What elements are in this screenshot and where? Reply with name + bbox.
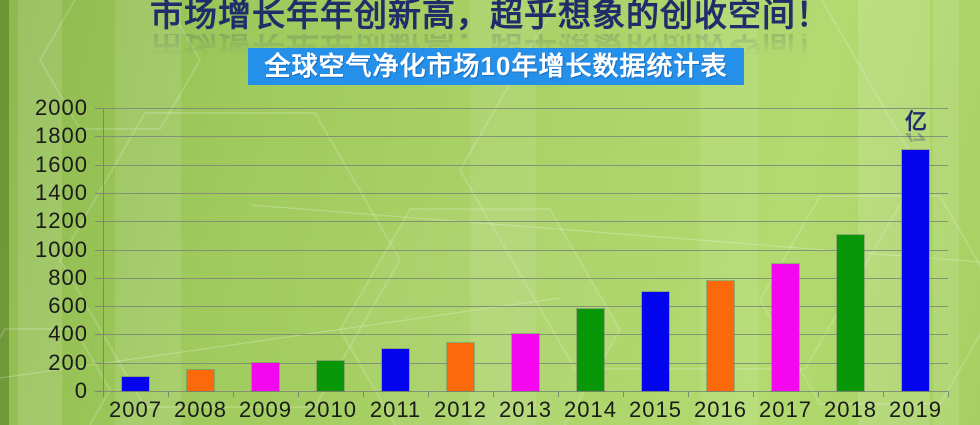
chart-header: 全球空气净化市场10年增长数据统计表	[248, 48, 744, 85]
y-axis-tick	[95, 391, 103, 392]
x-axis-tick	[753, 391, 754, 397]
x-axis-label: 2008	[174, 397, 227, 422]
y-axis-tick	[95, 362, 103, 364]
y-axis-label: 400	[48, 321, 88, 347]
x-axis-label: 2014	[564, 397, 617, 422]
x-axis-tick	[168, 391, 169, 397]
bar-2018	[837, 235, 864, 391]
y-axis-tick	[95, 108, 103, 109]
bar-2008	[187, 369, 214, 391]
y-axis-label: 1400	[35, 179, 88, 205]
x-axis-tick	[428, 391, 429, 397]
y-axis-label: 800	[48, 264, 88, 290]
bar-2017	[772, 263, 799, 391]
y-axis-tick	[95, 221, 103, 223]
y-axis-label: 1200	[35, 208, 88, 234]
hexagon-icon	[458, 0, 922, 370]
gridline	[103, 192, 948, 194]
x-axis-label: 2016	[694, 397, 747, 422]
gridline	[103, 391, 948, 392]
gridline	[103, 108, 948, 109]
bar-2013	[512, 334, 539, 391]
page-title: 市场增长年年创新高，超乎想象的创收空间！	[150, 0, 830, 33]
y-axis-line	[103, 108, 104, 397]
bar-2011	[382, 348, 409, 391]
bar-2015	[642, 291, 669, 391]
y-axis-label: 600	[48, 293, 88, 319]
hexagon-icon	[58, 112, 402, 408]
y-axis-label: 2000	[35, 95, 88, 120]
x-axis-label: 2012	[434, 397, 487, 422]
gridline	[103, 249, 948, 251]
y-axis-tick	[95, 334, 103, 336]
unit-label-reflection: 亿	[893, 133, 939, 142]
unit-label: 亿	[904, 109, 927, 134]
x-axis-tick	[558, 391, 559, 397]
x-axis-label: 2009	[239, 397, 292, 422]
gridline	[103, 136, 948, 138]
y-axis-tick	[95, 192, 103, 194]
x-axis-label: 2018	[824, 397, 877, 422]
y-axis-tick	[95, 306, 103, 308]
x-axis-label: 2013	[499, 397, 552, 422]
x-axis-tick	[623, 391, 624, 397]
y-axis-label: 1800	[35, 123, 88, 149]
y-axis-tick	[95, 249, 103, 251]
hexagon-icon	[758, 195, 980, 405]
bar-2012	[447, 342, 474, 391]
x-axis-label: 2019	[889, 397, 942, 422]
x-axis-tick	[818, 391, 819, 397]
bar-2016	[707, 280, 734, 391]
hexagon-icon	[0, 328, 112, 425]
y-axis-tick	[95, 164, 103, 166]
bar-2019	[902, 150, 929, 391]
hexagon-icon	[38, 0, 202, 130]
bar-2014	[577, 308, 604, 391]
hexagon-icon	[338, 208, 622, 425]
y-axis-label: 0	[74, 378, 88, 403]
bar-2009	[252, 362, 279, 391]
gridline	[103, 221, 948, 223]
x-axis-label: 2011	[369, 397, 422, 422]
gridline	[103, 277, 948, 279]
x-axis-label: 2007	[109, 397, 162, 422]
x-axis-label: 2017	[759, 397, 812, 422]
gridline	[103, 306, 948, 308]
x-axis-tick	[688, 391, 689, 397]
y-axis-label: 200	[48, 349, 88, 375]
bar-2010	[317, 361, 344, 391]
x-axis-tick	[948, 391, 949, 397]
y-axis-label: 1000	[35, 236, 88, 262]
x-axis-tick	[883, 391, 884, 397]
y-axis-tick	[95, 136, 103, 138]
x-axis-tick	[233, 391, 234, 397]
x-axis-label: 2015	[629, 397, 682, 422]
bar-2007	[122, 376, 149, 391]
y-axis-tick	[95, 277, 103, 279]
y-axis-label: 1600	[35, 151, 88, 177]
x-axis-tick	[493, 391, 494, 397]
x-axis-tick	[298, 391, 299, 397]
x-axis-label: 2010	[304, 397, 357, 422]
x-axis-tick	[363, 391, 364, 397]
gridline	[103, 164, 948, 166]
